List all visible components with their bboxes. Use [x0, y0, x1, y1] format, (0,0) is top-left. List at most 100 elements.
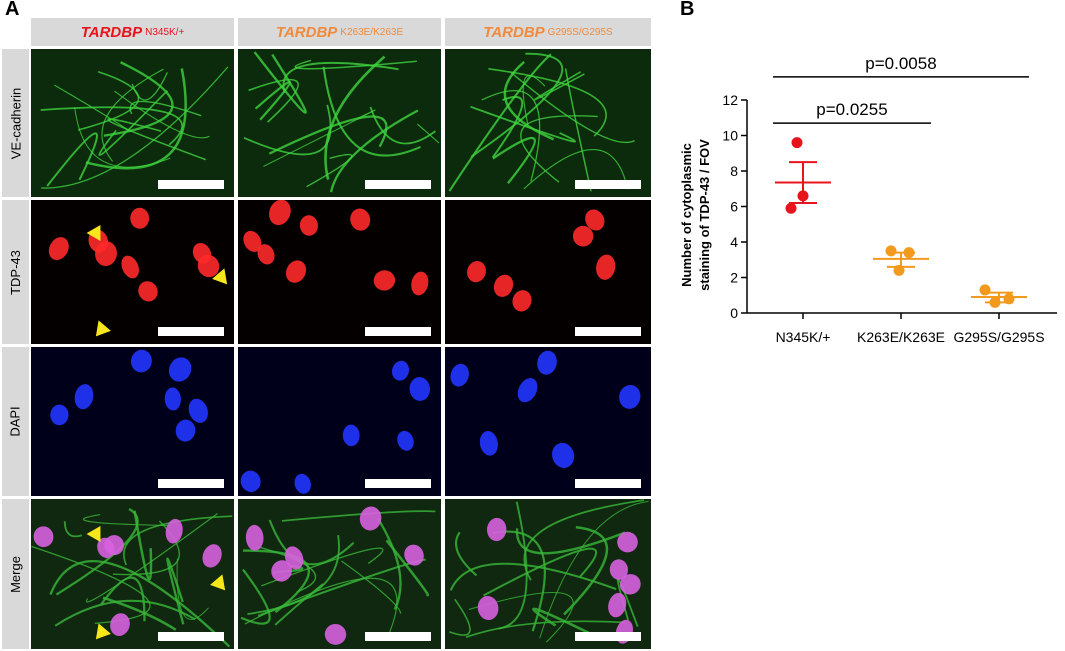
membrane-stroke	[533, 71, 585, 101]
membrane-stroke	[107, 118, 206, 161]
membrane-stroke	[491, 95, 524, 158]
membrane-stroke	[101, 68, 164, 162]
membrane-stroke	[78, 70, 140, 131]
membrane-stroke	[492, 136, 536, 185]
membrane-stroke	[523, 499, 645, 581]
y-tick-label: 4	[730, 234, 738, 250]
nucleus	[243, 230, 262, 252]
membrane-stroke	[268, 519, 355, 566]
nucleus	[74, 384, 94, 410]
membrane-stroke	[274, 583, 324, 626]
nucleus	[202, 544, 222, 568]
nucleus	[188, 398, 208, 423]
membrane-stroke	[449, 562, 617, 591]
membrane-stroke	[483, 547, 598, 597]
micrograph-merge-col1	[31, 499, 234, 649]
nucleus	[409, 377, 431, 401]
nucleus	[617, 531, 638, 553]
y-tick-label: 0	[730, 305, 738, 321]
nucleus	[572, 225, 594, 247]
nucleus	[493, 274, 514, 297]
nucleus	[477, 595, 499, 621]
y-tick-label: 10	[722, 128, 738, 144]
scale-bar	[575, 479, 641, 488]
membrane-stroke	[85, 513, 218, 603]
membrane-stroke	[322, 66, 421, 157]
data-point	[979, 284, 991, 296]
data-point	[1003, 293, 1015, 305]
col1-genotype: N345K/+	[145, 26, 185, 38]
scale-bar	[365, 180, 431, 189]
data-point	[989, 296, 1001, 308]
row-header-tdp43: TDP-43	[2, 200, 29, 344]
membrane-stroke	[377, 518, 402, 610]
nucleus	[608, 592, 627, 618]
membrane-stroke	[41, 66, 229, 189]
scale-bar	[365, 632, 431, 641]
membrane-stroke	[520, 115, 598, 183]
col2-genotype: K263E/K263E	[340, 26, 404, 38]
membrane-stroke	[100, 576, 146, 622]
membrane-stroke	[503, 60, 555, 141]
membrane-stroke	[54, 599, 196, 627]
membrane-stroke	[306, 153, 353, 188]
x-tick-label: N345K/+	[776, 329, 831, 345]
micrograph-merge-col3	[445, 499, 651, 649]
panel-b-label: B	[680, 0, 695, 20]
significance-label: p=0.0255	[816, 100, 887, 119]
nucleus	[467, 261, 486, 283]
membrane-stroke	[98, 89, 168, 156]
nucleus	[138, 281, 158, 302]
nucleus	[104, 535, 125, 556]
col3-genotype: G295S/G295S	[547, 26, 613, 38]
membrane-stroke	[254, 81, 292, 121]
membrane-stroke	[455, 531, 478, 577]
nucleus	[240, 470, 261, 492]
membrane-stroke	[243, 104, 332, 156]
nucleus	[391, 360, 410, 381]
nucleus	[342, 424, 360, 447]
nucleus	[397, 430, 414, 451]
nucleus	[517, 378, 538, 403]
nucleus	[48, 237, 69, 261]
membrane-stroke	[294, 59, 417, 70]
membrane-stroke	[563, 526, 609, 616]
nucleus	[609, 559, 629, 580]
y-axis-label-line1: Number of cytoplasmic	[679, 143, 694, 287]
nucleus	[450, 363, 469, 387]
nucleus	[486, 517, 507, 542]
scale-bar	[365, 479, 431, 488]
membrane-stroke	[63, 521, 83, 538]
nucleus	[269, 200, 291, 226]
col1-gene: TARDBP	[80, 23, 143, 41]
membrane-stroke	[263, 109, 376, 167]
x-tick-label: G295S/G295S	[953, 329, 1044, 345]
nucleus	[324, 623, 347, 645]
nucleus	[585, 209, 605, 231]
scale-bar	[365, 327, 431, 336]
micrograph-ve-cadherin-col1	[31, 49, 234, 197]
micrograph-tdp-43-col1	[31, 200, 234, 344]
nucleus	[350, 208, 371, 231]
membrane-stroke	[481, 90, 541, 182]
membrane-stroke	[46, 132, 98, 187]
nucleus	[359, 506, 382, 531]
x-tick-label: K263E/K263E	[857, 329, 945, 345]
membrane-stroke	[281, 510, 436, 522]
nucleus	[619, 574, 641, 595]
data-point	[893, 264, 905, 276]
membrane-stroke	[247, 534, 340, 615]
nucleus	[175, 419, 196, 442]
membrane-stroke	[341, 560, 402, 614]
col2-gene: TARDBP	[275, 23, 338, 41]
membrane-stroke	[85, 68, 187, 170]
nucleus	[130, 349, 152, 373]
membrane-stroke	[74, 107, 171, 168]
scale-bar	[575, 632, 641, 641]
data-point	[885, 245, 897, 257]
membrane-stroke	[176, 558, 209, 620]
nucleus	[596, 254, 616, 280]
nucleus	[285, 260, 307, 283]
nucleus	[257, 244, 275, 265]
scale-bar	[575, 180, 641, 189]
